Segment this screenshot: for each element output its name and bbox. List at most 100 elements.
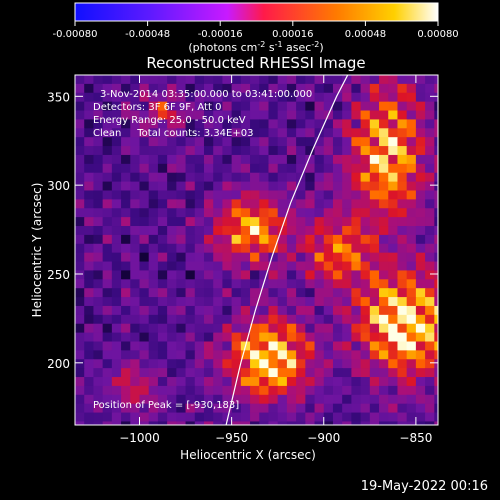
heatmap-cell: [167, 128, 177, 138]
heatmap-cell: [415, 226, 426, 236]
heatmap-cell: [84, 430, 94, 439]
heatmap-cell: [296, 154, 306, 165]
heatmap-cell: [397, 332, 408, 343]
heatmap-cell: [323, 323, 334, 334]
heatmap-cell: [305, 226, 316, 236]
heatmap-cell: [176, 146, 187, 156]
heatmap-cell: [130, 190, 141, 200]
heatmap-cell: [406, 297, 417, 307]
heatmap-cell: [102, 421, 113, 425]
heatmap-cell: [84, 208, 95, 218]
heatmap-cell: [305, 279, 316, 289]
heatmap-cell: [305, 368, 316, 378]
heatmap-cell: [425, 163, 435, 174]
heatmap-cell: [425, 75, 435, 85]
heatmap-cell: [157, 199, 168, 209]
heatmap-cell: [415, 297, 426, 307]
heatmap-cell: [444, 217, 454, 226]
heatmap-cell: [102, 101, 113, 112]
heatmap-cell: [121, 385, 131, 396]
heatmap-cell: [102, 137, 113, 147]
heatmap-cell: [360, 208, 371, 218]
heatmap-cell: [342, 75, 352, 85]
heatmap-cell: [130, 368, 141, 378]
heatmap-cell: [444, 306, 454, 315]
heatmap-cell: [323, 181, 334, 192]
heatmap-cell: [75, 217, 85, 227]
heatmap-cell: [121, 208, 131, 218]
heatmap-cell: [305, 332, 316, 343]
heatmap-cell: [93, 234, 104, 245]
heatmap-cell: [130, 119, 141, 129]
heatmap-cell: [231, 288, 242, 298]
heatmap-cell: [203, 394, 214, 405]
heatmap-cell: [213, 377, 224, 387]
heatmap-cell: [259, 92, 270, 103]
heatmap-cell: [314, 110, 325, 121]
heatmap-cell: [240, 332, 251, 343]
heatmap-cell: [240, 385, 251, 396]
heatmap-cell: [351, 323, 362, 334]
heatmap-cell: [388, 270, 399, 280]
heatmap-cell: [250, 297, 260, 307]
heatmap-cell: [434, 234, 438, 245]
heatmap-cell: [323, 368, 334, 378]
heatmap-cell: [397, 252, 408, 263]
heatmap-cell: [250, 137, 260, 147]
heatmap-cell: [231, 154, 242, 165]
heatmap-cell: [259, 421, 270, 425]
heatmap-cell: [102, 83, 113, 94]
heatmap-cell: [369, 261, 380, 272]
heatmap-cell: [75, 101, 85, 112]
heatmap-cell: [185, 412, 196, 423]
heatmap-cell: [111, 305, 122, 316]
heatmap-cell: [139, 190, 150, 200]
heatmap-cell: [93, 314, 104, 325]
heatmap-cell: [268, 341, 279, 351]
heatmap-cell: [406, 368, 417, 378]
heatmap-cell: [286, 199, 297, 209]
heatmap-cell: [360, 243, 371, 254]
heatmap-cell: [84, 172, 95, 183]
heatmap-cell: [444, 111, 454, 120]
heatmap-cell: [240, 163, 251, 174]
heatmap-cell: [167, 359, 177, 369]
heatmap-cell: [425, 110, 435, 121]
heatmap-cell: [425, 199, 435, 209]
heatmap-cell: [388, 243, 399, 254]
heatmap-cell: [250, 377, 260, 387]
heatmap-cell: [167, 163, 177, 174]
heatmap-cell: [388, 190, 399, 200]
heatmap-cell: [444, 297, 454, 306]
heatmap-cell: [332, 199, 343, 209]
heatmap-cell: [305, 323, 316, 334]
heatmap-cell: [314, 332, 325, 343]
heatmap-cell: [296, 359, 306, 369]
x-tick-label: −950: [215, 431, 248, 445]
heatmap-cell: [314, 412, 325, 423]
heatmap-cell: [425, 403, 435, 414]
heatmap-cell: [259, 341, 270, 351]
heatmap-cell: [139, 359, 150, 369]
heatmap-cell: [84, 137, 95, 147]
heatmap-cell: [342, 208, 352, 218]
heatmap-cell: [388, 217, 399, 227]
heatmap-cell: [93, 217, 104, 227]
heatmap-cell: [213, 359, 224, 369]
heatmap-cell: [213, 146, 224, 156]
heatmap-cell: [342, 412, 352, 423]
heatmap-cell: [213, 190, 224, 200]
heatmap-cell: [102, 181, 113, 192]
heatmap-cell: [250, 83, 260, 94]
heatmap-cell: [268, 403, 279, 414]
heatmap-cell: [157, 359, 168, 369]
heatmap-cell: [121, 305, 131, 316]
heatmap-cell: [268, 288, 279, 298]
heatmap-cell: [176, 110, 187, 121]
heatmap-cell: [388, 314, 399, 325]
heatmap-cell: [397, 243, 408, 254]
heatmap-cell: [186, 430, 196, 439]
heatmap-cell: [332, 190, 343, 200]
heatmap-cell: [139, 226, 150, 236]
heatmap-cell: [406, 288, 417, 298]
